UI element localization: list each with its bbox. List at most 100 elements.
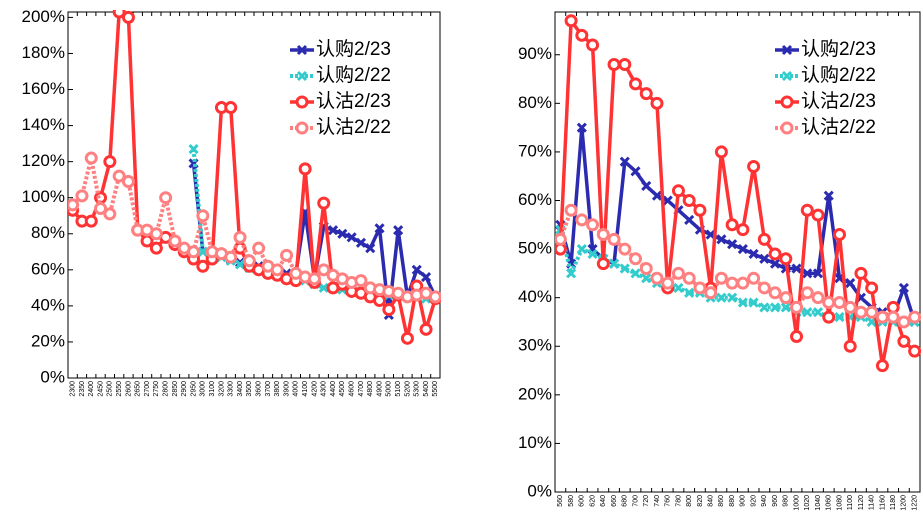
point [629, 252, 643, 266]
x-tick-label: 4700 [358, 381, 365, 397]
point [393, 225, 404, 236]
point [725, 276, 739, 290]
point [832, 228, 846, 242]
point [822, 296, 836, 310]
x-tick-label: 640 [600, 495, 607, 507]
x-tick-label: 700 [632, 495, 639, 507]
point [121, 10, 135, 24]
point [684, 287, 695, 298]
x-tick-label: 1060 [826, 495, 833, 511]
legend-marker [295, 121, 309, 135]
point [727, 292, 738, 303]
legend-label: 认沽2/22 [316, 116, 391, 138]
x-tick-label: 3600 [255, 381, 262, 397]
point [373, 293, 387, 307]
point [196, 209, 210, 223]
point [596, 257, 610, 271]
x-tick-label: 620 [589, 495, 596, 507]
point [619, 156, 630, 167]
point [812, 307, 824, 318]
point [94, 202, 108, 216]
x-tick-label: 3500 [246, 381, 253, 397]
x-tick-label: 840 [708, 495, 715, 507]
y-tick-label: 40% [31, 295, 65, 314]
x-tick-label: 2850 [172, 381, 179, 397]
y-tick-label: 140% [22, 115, 65, 134]
y-tick-label: 80% [31, 223, 65, 242]
point [716, 292, 727, 303]
legend-label: 认购2/23 [316, 38, 391, 60]
point [790, 300, 804, 314]
point [854, 266, 868, 280]
point [618, 242, 632, 256]
point [365, 243, 376, 254]
point [337, 228, 348, 239]
point [586, 218, 600, 232]
x-tick-label: 2750 [153, 381, 160, 397]
point [233, 230, 247, 244]
x-tick-label: 4000 [293, 381, 300, 397]
point [196, 259, 210, 273]
x-tick-label: 1200 [901, 495, 908, 511]
x-tick-label: 1220 [911, 495, 918, 511]
point [736, 276, 750, 290]
point [318, 282, 329, 293]
x-tick-label: 2800 [162, 381, 169, 397]
x-tick-label: 1180 [890, 495, 897, 510]
point [800, 286, 814, 300]
x-tick-label: 760 [665, 495, 672, 507]
x-tick-label: 4300 [321, 381, 328, 397]
point [121, 174, 135, 188]
x-tick-label: 1140 [869, 495, 876, 510]
x-tick-label: 5300 [414, 381, 421, 397]
y-tick-label: 100% [22, 187, 65, 206]
x-tick-label: 3200 [218, 381, 225, 397]
y-tick-label: 60% [31, 259, 65, 278]
legend-label: 认购2/22 [316, 64, 391, 86]
point [187, 245, 201, 259]
x-tick-label: 3000 [200, 381, 207, 397]
x-tick-label: 1000 [793, 495, 800, 511]
x-tick-label: 2350 [79, 381, 86, 397]
point [811, 208, 825, 222]
y-tick-label: 50% [518, 239, 552, 258]
point [845, 278, 856, 289]
point [103, 207, 117, 221]
point [84, 214, 98, 228]
x-tick-label: 2400 [88, 381, 95, 397]
point [737, 297, 748, 308]
x-tick-label: 2450 [97, 381, 104, 397]
point [630, 268, 641, 279]
point [812, 268, 824, 279]
point [897, 334, 911, 348]
point [280, 248, 294, 262]
y-tick-label: 0% [527, 481, 552, 500]
point [875, 310, 889, 324]
x-tick-label: 3100 [209, 381, 216, 397]
point [898, 282, 909, 294]
point [382, 302, 396, 316]
point [639, 87, 653, 101]
point [822, 310, 836, 324]
legend-marker [780, 121, 794, 135]
point [802, 307, 813, 318]
point [576, 122, 587, 133]
point [737, 244, 748, 255]
point [641, 180, 652, 191]
legend-label: 认沽2/23 [316, 90, 391, 112]
y-tick-label: 30% [518, 336, 552, 355]
point [768, 286, 782, 300]
x-tick-label: 3300 [228, 381, 235, 397]
point [770, 258, 781, 269]
x-tick-label: 3700 [265, 381, 272, 397]
point [736, 223, 750, 237]
point [693, 281, 707, 295]
point [639, 262, 653, 276]
y-tick-label: 160% [22, 79, 65, 98]
point [727, 239, 738, 250]
x-tick-label: 3800 [274, 381, 281, 397]
point [908, 310, 922, 324]
point [714, 145, 728, 159]
point [725, 218, 739, 232]
